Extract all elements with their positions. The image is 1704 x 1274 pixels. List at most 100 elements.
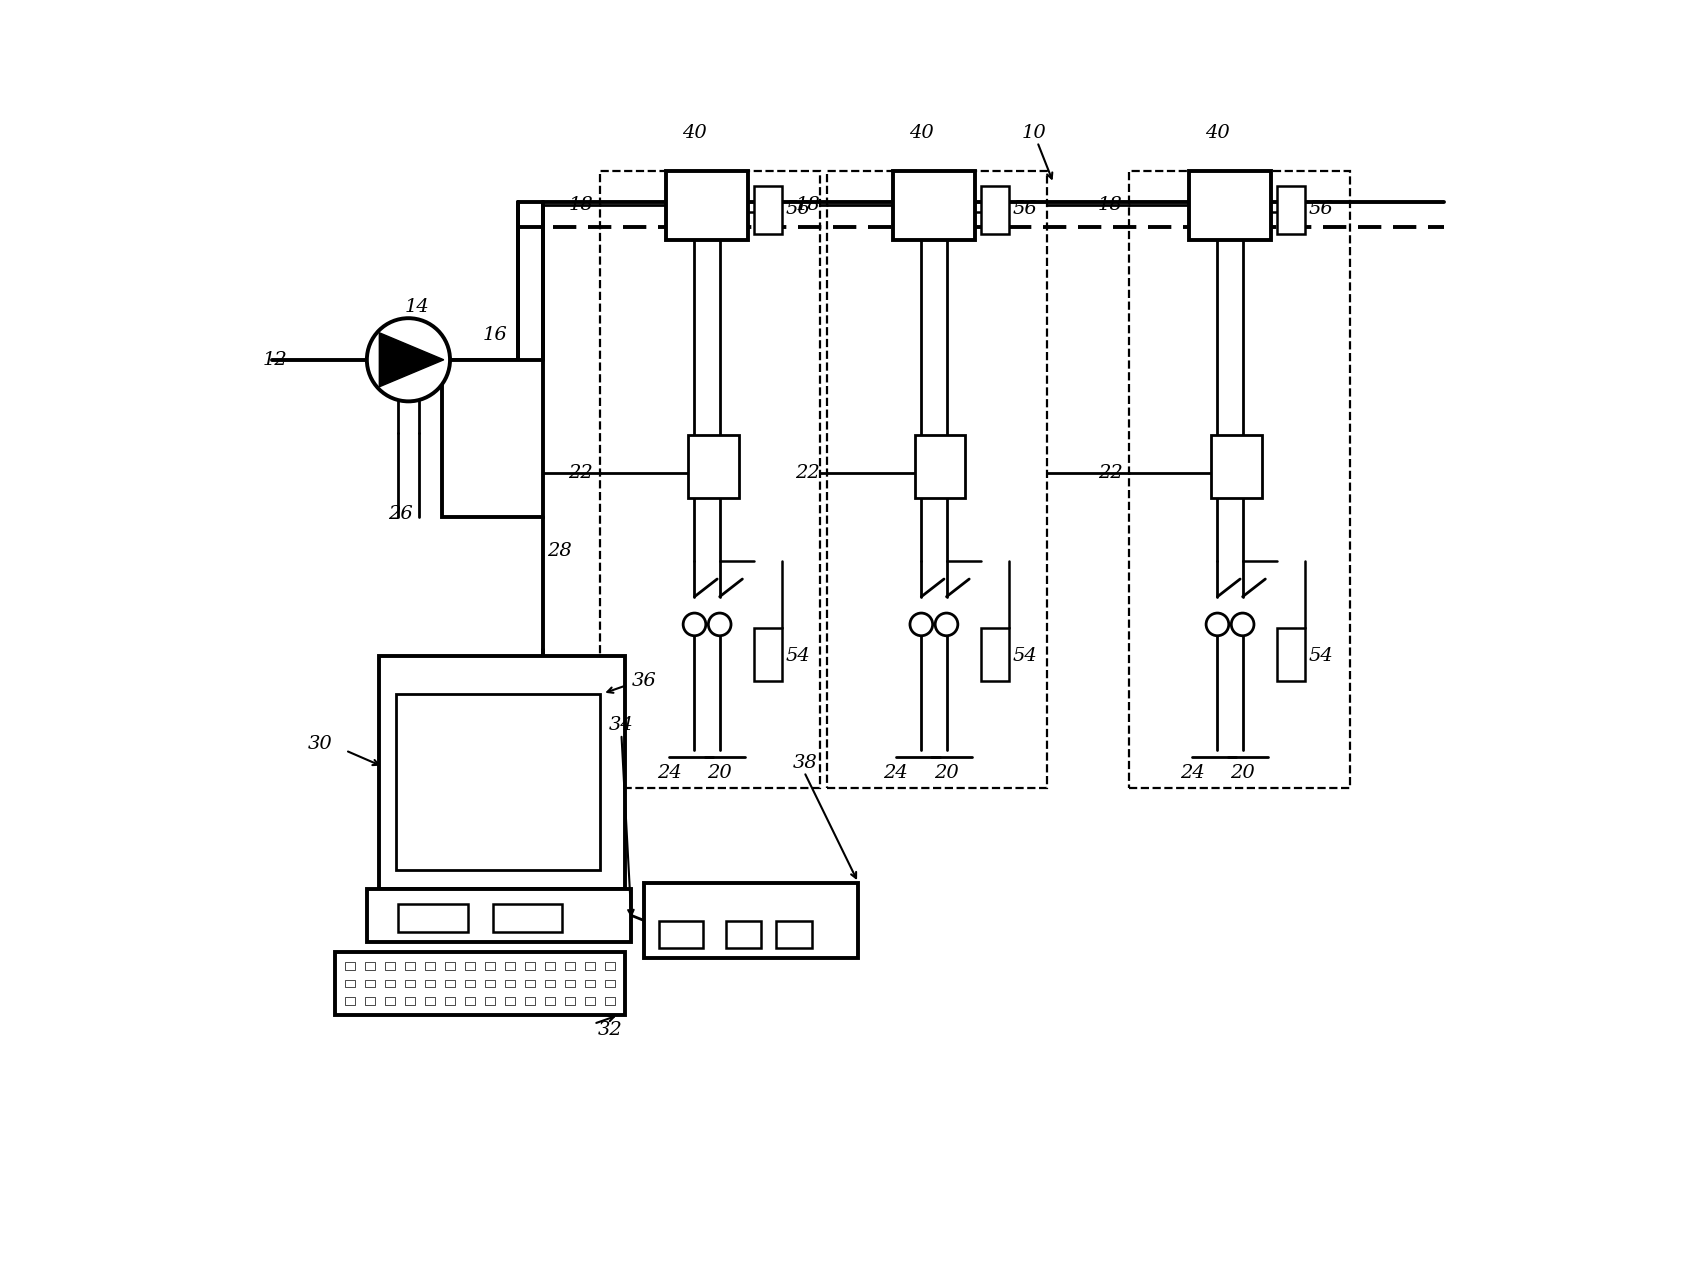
Bar — [426, 962, 435, 970]
Bar — [688, 436, 738, 498]
Text: 38: 38 — [792, 754, 818, 772]
Bar — [365, 980, 375, 987]
Bar — [1278, 628, 1305, 682]
Bar — [486, 998, 496, 1005]
Bar — [346, 980, 356, 987]
Bar — [399, 905, 467, 931]
Circle shape — [683, 613, 705, 636]
Text: 54: 54 — [1309, 647, 1334, 665]
Text: 18: 18 — [569, 196, 593, 214]
Bar — [1212, 436, 1261, 498]
Bar — [406, 962, 416, 970]
Bar — [380, 656, 625, 889]
Bar — [659, 921, 704, 948]
Text: 22: 22 — [796, 464, 820, 482]
Bar — [566, 998, 576, 1005]
Text: 56: 56 — [1309, 200, 1334, 218]
Bar — [545, 980, 556, 987]
Circle shape — [1232, 613, 1254, 636]
Text: 56: 56 — [786, 200, 811, 218]
Text: 56: 56 — [1012, 200, 1038, 218]
Text: 34: 34 — [608, 716, 634, 734]
Bar — [600, 171, 821, 789]
Text: 18: 18 — [796, 196, 820, 214]
Bar — [545, 962, 556, 970]
Bar — [915, 436, 966, 498]
Bar — [726, 921, 762, 948]
Bar — [525, 980, 535, 987]
Bar — [605, 962, 615, 970]
Bar — [826, 171, 1048, 789]
Bar — [893, 171, 975, 240]
Text: 18: 18 — [1097, 196, 1123, 214]
Bar — [1278, 186, 1305, 233]
Bar — [426, 998, 435, 1005]
Bar — [365, 998, 375, 1005]
Bar — [982, 628, 1009, 682]
Bar — [506, 980, 515, 987]
Bar — [385, 980, 395, 987]
Bar — [465, 962, 475, 970]
Text: 40: 40 — [908, 124, 934, 141]
Bar — [584, 980, 595, 987]
Text: 28: 28 — [547, 543, 573, 561]
Bar — [445, 962, 455, 970]
Text: 24: 24 — [883, 764, 908, 782]
Text: 20: 20 — [1230, 764, 1254, 782]
Text: 10: 10 — [1022, 124, 1046, 141]
Bar — [492, 905, 562, 931]
Circle shape — [366, 318, 450, 401]
Text: 16: 16 — [482, 326, 508, 344]
Bar — [366, 889, 632, 941]
Bar — [644, 883, 859, 958]
Text: 32: 32 — [598, 1022, 622, 1040]
Bar — [395, 694, 600, 870]
Bar — [584, 962, 595, 970]
Bar — [666, 171, 748, 240]
Bar — [777, 921, 811, 948]
Text: 54: 54 — [786, 647, 811, 665]
Bar — [1130, 171, 1350, 789]
Bar — [346, 962, 356, 970]
Bar — [426, 980, 435, 987]
Bar — [406, 998, 416, 1005]
Bar — [486, 962, 496, 970]
Text: 22: 22 — [1097, 464, 1123, 482]
Bar — [385, 998, 395, 1005]
Bar — [506, 998, 515, 1005]
Bar — [465, 998, 475, 1005]
Bar — [385, 962, 395, 970]
Bar — [406, 980, 416, 987]
Text: 24: 24 — [656, 764, 682, 782]
Bar — [755, 186, 782, 233]
Bar — [445, 998, 455, 1005]
Circle shape — [709, 613, 731, 636]
Text: 20: 20 — [934, 764, 959, 782]
Text: 36: 36 — [632, 673, 656, 691]
Bar — [486, 980, 496, 987]
Bar — [605, 980, 615, 987]
Text: 54: 54 — [1012, 647, 1038, 665]
Text: 26: 26 — [389, 505, 412, 522]
Text: 24: 24 — [1179, 764, 1205, 782]
Text: 20: 20 — [707, 764, 731, 782]
Bar — [1189, 171, 1271, 240]
Circle shape — [935, 613, 958, 636]
Bar — [445, 980, 455, 987]
Bar — [545, 998, 556, 1005]
Bar — [566, 980, 576, 987]
Bar — [525, 998, 535, 1005]
Text: 14: 14 — [404, 298, 429, 316]
Bar — [346, 998, 356, 1005]
Bar — [566, 962, 576, 970]
Text: 12: 12 — [262, 350, 286, 368]
Text: 40: 40 — [1205, 124, 1230, 141]
Bar — [755, 628, 782, 682]
Bar — [584, 998, 595, 1005]
Bar — [465, 980, 475, 987]
Bar — [443, 359, 544, 517]
Text: 30: 30 — [308, 735, 332, 753]
Polygon shape — [380, 333, 443, 387]
Bar — [365, 962, 375, 970]
Bar — [506, 962, 515, 970]
